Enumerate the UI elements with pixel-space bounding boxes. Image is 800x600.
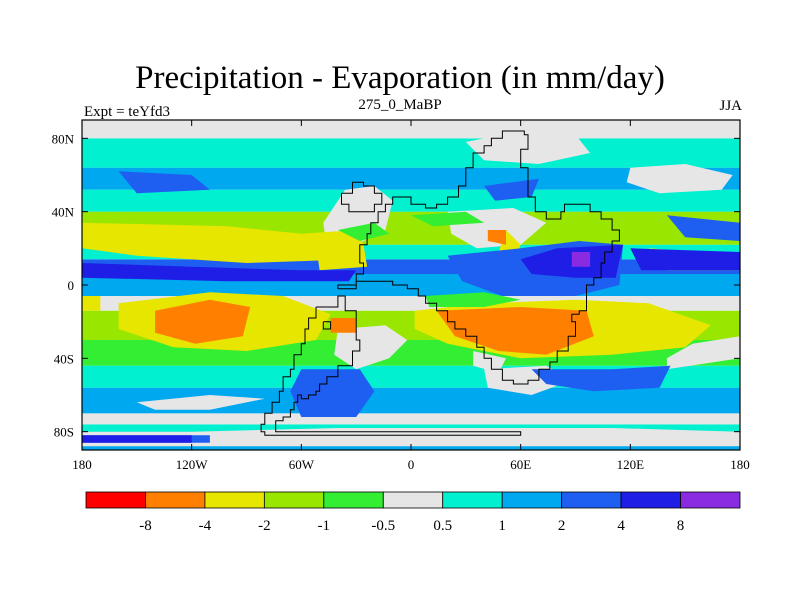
axes-layer: 180 120W 60W 0 60E 120E 180 80N 40N 0 40S 80S — [52, 120, 750, 472]
chart-subtitle-center: 275_0_MaBP — [358, 97, 442, 113]
coastline — [322, 321, 332, 330]
field-region — [487, 230, 506, 245]
colorbar-swatch — [442, 491, 503, 509]
colorbar-label: -1 — [318, 518, 331, 534]
field-region — [82, 296, 101, 311]
colorbar-label: 8 — [677, 518, 685, 534]
colorbar-label: -2 — [258, 518, 271, 534]
field-band — [82, 167, 740, 190]
field-region — [118, 171, 210, 194]
chart-subtitle-left: Expt = teYfd3 — [84, 104, 170, 120]
coastline — [260, 295, 522, 436]
x-tick-label: 120E — [617, 457, 645, 472]
coastline — [341, 181, 383, 213]
field-region — [82, 428, 740, 447]
field-band — [82, 413, 740, 425]
field-region — [473, 351, 506, 373]
colorbar-swatch — [680, 491, 741, 509]
colorbar-swatch — [620, 491, 681, 509]
y-tick-label: 80N — [52, 131, 75, 146]
x-tick-label: 180 — [730, 457, 750, 472]
field-region — [82, 435, 192, 443]
field-region — [436, 307, 594, 355]
colorbar-label: 2 — [558, 518, 566, 534]
field-region — [411, 211, 485, 227]
field-region — [136, 395, 265, 410]
coastline — [337, 130, 620, 385]
y-tick-label: 80S — [54, 425, 74, 440]
x-tick-label: 120W — [176, 457, 209, 472]
field-region — [626, 164, 733, 194]
colorbar-swatch — [382, 491, 444, 509]
colorbar: -8 -4 -2 -1 -0.5 0.5 1 2 4 8 — [85, 491, 741, 534]
colorbar-label: 1 — [498, 518, 506, 534]
colorbar-label: -8 — [139, 518, 152, 534]
field-region — [484, 178, 539, 201]
colorbar-swatch — [204, 491, 265, 509]
colorbar-swatch — [85, 491, 146, 509]
field-region — [290, 369, 375, 417]
colorbar-label: 4 — [617, 518, 625, 534]
colorbar-swatch — [561, 491, 622, 509]
x-tick-label: 180 — [72, 457, 92, 472]
field-region — [316, 244, 368, 271]
field-region — [571, 252, 591, 267]
x-tick-label: 0 — [408, 457, 415, 472]
field-region — [82, 263, 357, 282]
colorbar-swatch — [145, 491, 206, 509]
chart-subtitle-right: JJA — [719, 98, 742, 114]
colorbar-swatch — [263, 491, 325, 509]
field-band — [82, 138, 740, 168]
field-layer — [82, 120, 740, 450]
field-region — [630, 248, 740, 271]
colorbar-label: -0.5 — [371, 518, 395, 534]
colorbar-swatch — [501, 491, 563, 509]
field-region — [155, 299, 251, 344]
field-region — [82, 222, 364, 263]
field-region — [666, 336, 740, 370]
field-region — [666, 215, 740, 241]
x-tick-label: 60W — [289, 457, 315, 472]
colorbar-label: 0.5 — [433, 518, 452, 534]
field-region — [330, 318, 357, 333]
y-tick-label: 0 — [68, 278, 75, 293]
y-tick-label: 40N — [52, 205, 75, 220]
field-band — [82, 120, 740, 139]
chart-title: Precipitation - Evaporation (in mm/day) — [135, 60, 665, 96]
colorbar-swatch — [323, 491, 384, 509]
field-region — [425, 292, 521, 307]
colorbar-label: -4 — [199, 518, 212, 534]
x-tick-label: 60E — [510, 457, 531, 472]
coastline-layer — [260, 130, 620, 436]
field-region — [531, 365, 671, 392]
y-tick-label: 40S — [54, 351, 74, 366]
field-region — [337, 222, 390, 241]
